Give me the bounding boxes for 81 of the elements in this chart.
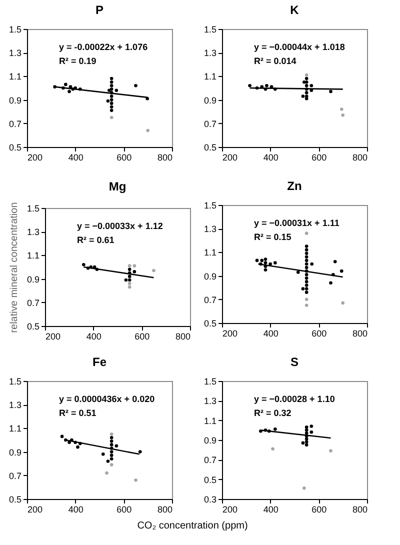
x-tick-label: 800 bbox=[352, 504, 368, 514]
y-tick-label: 1.1 bbox=[8, 424, 22, 434]
x-tick-label: 800 bbox=[157, 152, 172, 162]
y-tick-label: 1.3 bbox=[8, 400, 22, 410]
x-tick-label: 200 bbox=[28, 504, 43, 514]
x-tick-label: 200 bbox=[222, 504, 238, 514]
y-tick-label: 0.7 bbox=[8, 118, 22, 129]
y-tick-label: 0.9 bbox=[8, 95, 22, 106]
x-tick-label: 200 bbox=[222, 328, 238, 338]
annotation: y = 0.0000436x + 0.020 bbox=[59, 394, 155, 404]
chart-title: Mg bbox=[108, 180, 126, 194]
y-tick-label: 1.3 bbox=[8, 48, 22, 58]
x-tick-label: 600 bbox=[312, 152, 327, 162]
y-tick-label: 0.7 bbox=[204, 118, 216, 129]
annotation: y = −0.00033x + 1.12 bbox=[77, 221, 163, 231]
y-tick-label: 1.1 bbox=[26, 250, 40, 261]
y-tick-label: 1.3 bbox=[204, 396, 216, 406]
x-axis-title: CO₂ concentration (ppm) bbox=[137, 520, 248, 532]
y-tick-label: 1.5 bbox=[204, 376, 216, 386]
y-tick-label: 1.5 bbox=[26, 204, 40, 214]
annotation: R² = 0.014 bbox=[254, 56, 296, 66]
annotation: R² = 0.61 bbox=[77, 235, 114, 245]
y-tick-label: 0.9 bbox=[8, 447, 22, 458]
y-axis-title: relative mineral concentration bbox=[8, 202, 20, 333]
y-tick-label: 0.5 bbox=[204, 474, 216, 485]
y-tick-label: 1.1 bbox=[204, 248, 216, 258]
x-tick-label: 800 bbox=[352, 152, 368, 162]
x-tick-label: 400 bbox=[86, 332, 102, 342]
x-tick-label: 400 bbox=[68, 152, 84, 162]
y-tick-label: 0.5 bbox=[26, 322, 40, 332]
y-tick-label: 0.9 bbox=[204, 436, 216, 446]
y-tick-label: 0.7 bbox=[8, 470, 22, 481]
x-tick-label: 600 bbox=[116, 504, 132, 514]
y-tick-label: 0.5 bbox=[8, 142, 22, 152]
y-tick-label: 1.3 bbox=[204, 48, 216, 58]
annotation: R² = 0.32 bbox=[254, 408, 292, 418]
y-tick-label: 0.9 bbox=[204, 271, 216, 282]
y-tick-label: 0.9 bbox=[204, 95, 216, 106]
annotation: y = −0.00031x + 1.11 bbox=[254, 218, 340, 228]
y-tick-label: 0.5 bbox=[204, 318, 216, 328]
y-tick-label: 0.7 bbox=[204, 455, 216, 466]
y-tick-label: 0.9 bbox=[26, 274, 40, 284]
x-tick-label: 800 bbox=[157, 504, 172, 514]
annotation: R² = 0.15 bbox=[254, 232, 292, 242]
x-tick-label: 400 bbox=[263, 152, 278, 162]
x-tick-label: 200 bbox=[222, 152, 238, 162]
annotation: y = -0.00022x + 1.076 bbox=[59, 42, 148, 52]
annotation: y = −0.00044x + 1.018 bbox=[254, 42, 345, 52]
x-tick-label: 600 bbox=[312, 504, 327, 514]
chart-title: Fe bbox=[92, 355, 107, 369]
y-tick-label: 1.3 bbox=[26, 227, 40, 238]
chart-title: S bbox=[290, 355, 299, 369]
chart-title: P bbox=[95, 3, 104, 17]
y-tick-label: 1.5 bbox=[8, 376, 22, 386]
annotation: y = −0.00028 + 1.10 bbox=[254, 394, 335, 404]
y-tick-label: 1.5 bbox=[8, 24, 22, 34]
x-tick-label: 800 bbox=[352, 328, 368, 338]
x-tick-label: 400 bbox=[263, 328, 278, 338]
x-tick-label: 400 bbox=[263, 504, 278, 514]
y-tick-label: 0.3 bbox=[204, 494, 216, 504]
y-tick-label: 0.7 bbox=[26, 298, 40, 308]
y-tick-label: 1.5 bbox=[204, 200, 216, 210]
y-tick-label: 0.5 bbox=[204, 142, 216, 152]
chart-title: K bbox=[290, 3, 300, 17]
y-tick-label: 0.5 bbox=[8, 494, 22, 504]
y-tick-label: 1.3 bbox=[204, 224, 216, 234]
annotation: R² = 0.19 bbox=[59, 56, 96, 66]
x-tick-label: 400 bbox=[68, 504, 84, 514]
y-tick-label: 1.5 bbox=[204, 24, 216, 34]
y-tick-label: 1.1 bbox=[204, 416, 216, 426]
y-tick-label: 0.7 bbox=[204, 294, 216, 305]
x-tick-label: 600 bbox=[312, 328, 327, 338]
x-tick-label: 200 bbox=[28, 152, 43, 162]
x-tick-label: 800 bbox=[175, 332, 190, 342]
x-tick-label: 600 bbox=[134, 332, 150, 342]
x-tick-label: 600 bbox=[116, 152, 132, 162]
y-tick-label: 1.1 bbox=[8, 72, 22, 82]
chart-title: Zn bbox=[287, 179, 302, 193]
y-tick-label: 1.1 bbox=[204, 72, 216, 82]
annotation: R² = 0.51 bbox=[59, 408, 96, 418]
x-tick-label: 200 bbox=[46, 332, 61, 342]
